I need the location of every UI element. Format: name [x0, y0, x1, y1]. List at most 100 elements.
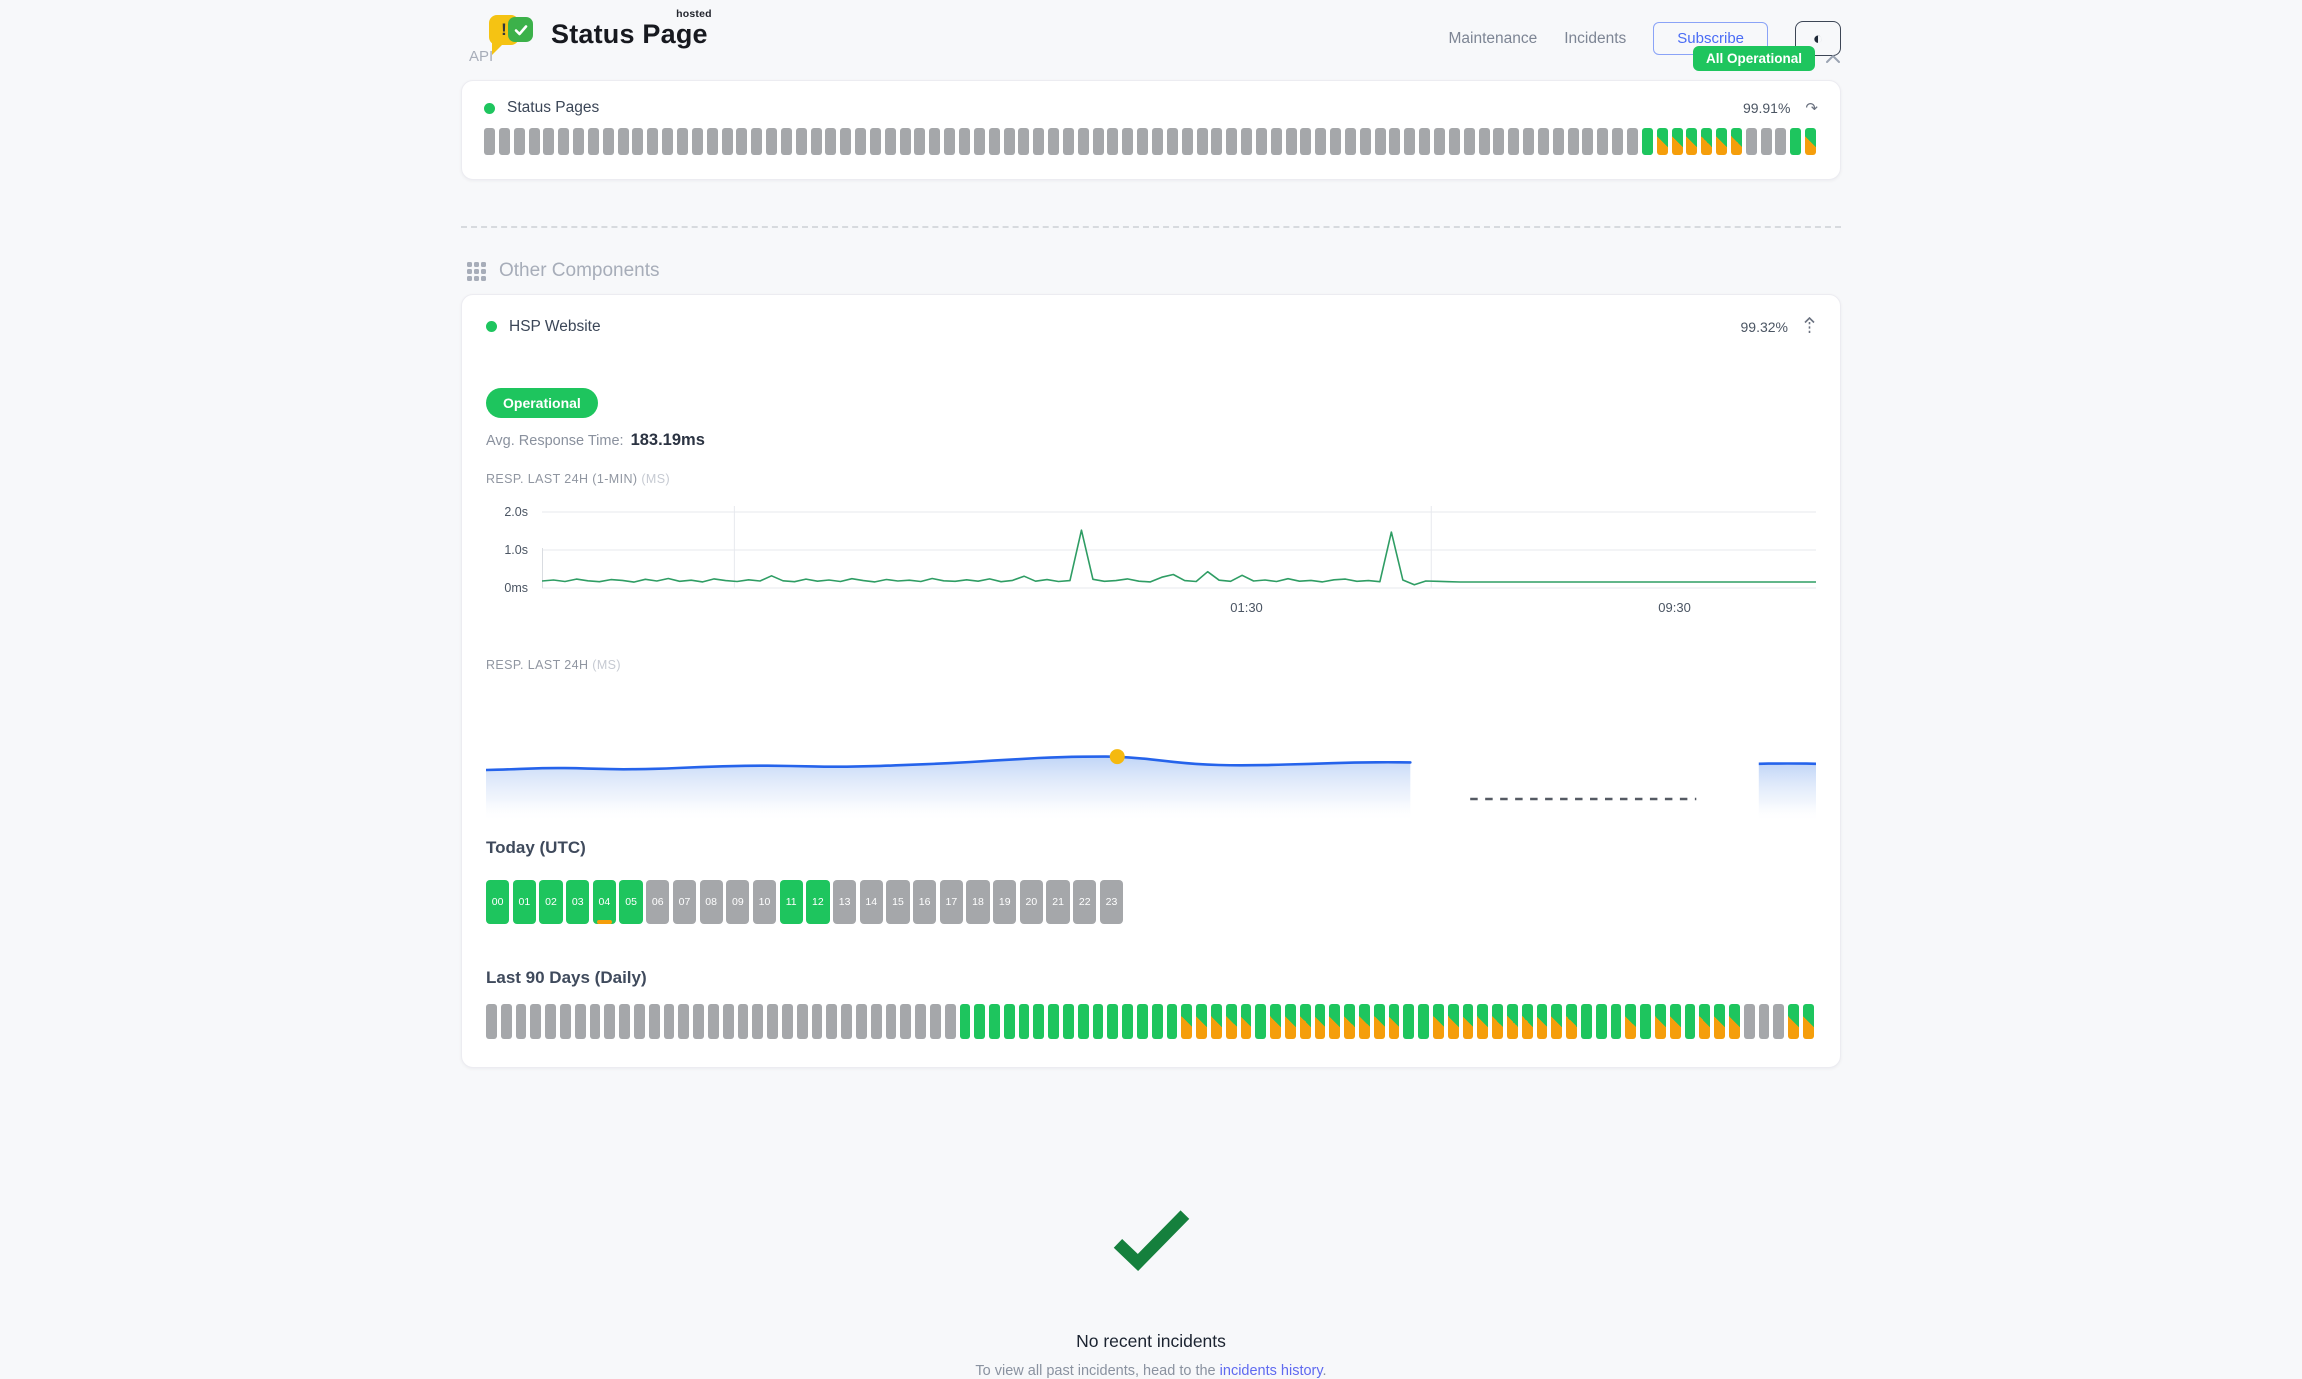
api-section-label: API [469, 48, 494, 65]
uptime-bar [840, 128, 852, 155]
uptime-bar [1241, 128, 1253, 155]
chevron-up-icon[interactable] [1825, 53, 1841, 65]
theme-toggle-button[interactable]: ◐ [1795, 21, 1841, 56]
hsp-website-card: HSP Website 99.32% Operational Avg. Resp… [461, 294, 1841, 1068]
chart1-label: RESP. LAST 24H (1-MIN) (MS) [486, 472, 671, 486]
component-hsp-website[interactable]: HSP Website [486, 318, 601, 336]
uptime-bar [1508, 128, 1520, 155]
uptime-bar [1166, 1004, 1178, 1039]
component-meta: 99.32% [1741, 315, 1816, 338]
uptime-bar [899, 128, 911, 155]
uptime-bar [1419, 128, 1431, 155]
uptime-bar [617, 128, 629, 155]
refresh-icon[interactable]: ↷ [1805, 99, 1818, 117]
arrow-up-icon[interactable] [1803, 315, 1816, 338]
uptime-bar [1033, 128, 1045, 155]
uptime-bar [706, 128, 718, 155]
uptime-bar [736, 128, 748, 155]
other-components-title: Other Components [499, 260, 660, 281]
uptime-bar [721, 128, 733, 155]
uptime-bar [1404, 128, 1416, 155]
uptime-bar [1344, 1004, 1356, 1039]
uptime-bar [944, 1004, 956, 1039]
uptime-bar [1388, 1004, 1400, 1039]
uptime-bar [484, 128, 495, 155]
uptime-bar [1716, 128, 1728, 155]
uptime-bar [676, 128, 688, 155]
uptime-bar [1537, 128, 1549, 155]
uptime-bar [841, 1004, 852, 1039]
uptime-bar [1447, 1004, 1459, 1039]
uptime-bar [1211, 128, 1223, 155]
uptime-bar [1775, 128, 1787, 155]
uptime-bar [1315, 128, 1327, 155]
uptime-bar [988, 128, 1000, 155]
uptime-bar [1225, 1004, 1237, 1039]
component-status-pages[interactable]: Status Pages [484, 99, 599, 117]
hour-block-21: 21 [1046, 880, 1070, 924]
uptime-bar [693, 1004, 704, 1039]
uptime-bar [1566, 1004, 1577, 1039]
nav-incidents[interactable]: Incidents [1564, 29, 1627, 47]
hour-block-14: 14 [859, 880, 883, 924]
line-chart-plot: 01:30 09:30 [542, 500, 1816, 618]
uptime-bar [1478, 128, 1490, 155]
uptime-bar [855, 1004, 867, 1039]
uptime-bar [1077, 1004, 1089, 1039]
uptime-bar [589, 1004, 601, 1039]
uptime-bar [1448, 128, 1460, 155]
hour-block-04: 04 [592, 880, 617, 924]
partial-strip [596, 920, 613, 924]
uptime-bar [1389, 128, 1401, 155]
uptime-bar [1077, 128, 1089, 155]
brand-title: Status Page hosted [551, 7, 712, 49]
uptime-bar [691, 128, 703, 155]
uptime-bar [1048, 128, 1060, 155]
uptime-bar [1211, 1004, 1222, 1039]
uptime-bar [602, 128, 614, 155]
uptime-bar [1462, 1004, 1474, 1039]
hour-block-11: 11 [779, 880, 803, 924]
uptime-bar [1018, 1004, 1030, 1039]
uptime-bar [795, 128, 807, 155]
uptime-bar [973, 128, 985, 155]
uptime-bar [1536, 1004, 1548, 1039]
uptime-bar [767, 1004, 778, 1039]
contrast-icon: ◐ [1812, 28, 1824, 48]
incidents-history-link[interactable]: incidents history [1219, 1363, 1323, 1379]
uptime-bar [513, 128, 525, 155]
avg-response-row: Avg. Response Time: 183.19ms [486, 431, 1816, 450]
uptime-bar [1181, 1004, 1193, 1039]
uptime-bar [1063, 1004, 1074, 1039]
uptime-bar [870, 1004, 882, 1039]
uptime-bar [914, 128, 926, 155]
uptime-bar [1669, 1004, 1681, 1039]
uptime-bar [1240, 1004, 1252, 1039]
uptime-bar [1684, 1004, 1696, 1039]
uptime-bar [751, 128, 763, 155]
uptime-bar [1728, 1004, 1740, 1039]
uptime-bar [1344, 128, 1356, 155]
uptime-bar [1492, 1004, 1503, 1039]
uptime-bar [1758, 1004, 1770, 1039]
uptime-bar [1033, 1004, 1045, 1039]
hour-block-12: 12 [806, 880, 830, 924]
uptime-bar [1699, 1004, 1711, 1039]
component-row-hsp-website: HSP Website 99.32% [486, 315, 1816, 338]
uptime-bar [944, 128, 956, 155]
uptime-bar [1551, 1004, 1563, 1039]
uptime-bar [1270, 128, 1282, 155]
uptime-bar [1743, 1004, 1755, 1039]
uptime-bar [1166, 128, 1178, 155]
uptime-bar [619, 1004, 630, 1039]
hour-block-03: 03 [566, 880, 590, 924]
uptime-bar [1788, 1004, 1799, 1039]
today-title: Today (UTC) [486, 838, 586, 857]
line-chart-y-axis: 2.0s 1.0s 0ms [486, 500, 532, 595]
section-separator [461, 226, 1841, 228]
component-name: HSP Website [509, 317, 601, 335]
hour-block-19: 19 [993, 880, 1017, 924]
uptime-bar [1255, 128, 1267, 155]
nav-maintenance[interactable]: Maintenance [1448, 29, 1538, 47]
uptime-bar [1092, 1004, 1104, 1039]
